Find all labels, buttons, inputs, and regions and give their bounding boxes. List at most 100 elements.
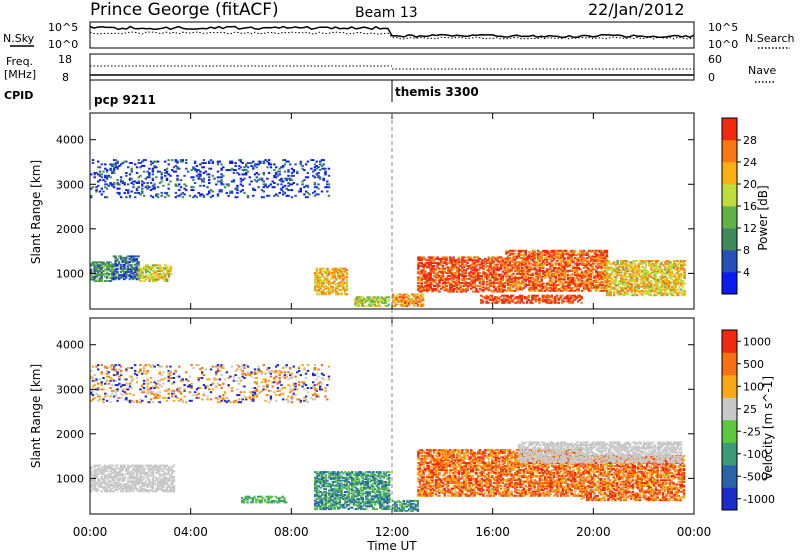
heatmap-cell: [605, 267, 609, 270]
heatmap-cell: [577, 289, 580, 292]
heatmap-cell: [199, 170, 202, 173]
heatmap-cell: [480, 263, 483, 266]
heatmap-cell: [492, 289, 496, 292]
heatmap-cell: [149, 471, 153, 474]
heatmap-cell: [208, 179, 211, 182]
heatmap-cell: [139, 174, 142, 177]
heatmap-cell: [407, 294, 411, 297]
heatmap-cell: [326, 183, 329, 186]
heatmap-cell: [625, 292, 628, 295]
heatmap-cell: [683, 271, 686, 274]
heatmap-cell: [589, 249, 593, 252]
heatmap-cell: [526, 257, 529, 259]
heatmap-cell: [577, 272, 580, 275]
heatmap-cell: [270, 500, 274, 502]
heatmap-cell: [95, 172, 98, 174]
heatmap-cell: [625, 261, 628, 264]
heatmap-cell: [343, 291, 347, 294]
power-panel-region: [314, 267, 349, 296]
heatmap-cell: [641, 281, 644, 284]
heatmap-cell: [427, 276, 431, 279]
heatmap-cell: [109, 264, 112, 267]
heatmap-cell: [473, 273, 476, 276]
heatmap-cell: [354, 300, 357, 303]
heatmap-cell: [283, 159, 287, 162]
heatmap-cell: [322, 286, 326, 289]
heatmap-cell: [128, 490, 132, 493]
heatmap-cell: [641, 285, 644, 288]
heatmap-cell: [319, 280, 322, 283]
heatmap-cell: [241, 501, 244, 504]
heatmap-cell: [538, 300, 541, 303]
heatmap-cell: [644, 274, 648, 277]
heatmap-cell: [356, 303, 359, 306]
heatmap-cell: [338, 293, 341, 296]
heatmap-cell: [492, 276, 496, 279]
heatmap-cell: [571, 297, 575, 300]
heatmap-cell: [132, 275, 135, 278]
heatmap-cell: [596, 266, 600, 269]
heatmap-cell: [135, 473, 139, 476]
heatmap-cell: [441, 260, 445, 263]
heatmap-cell: [105, 271, 109, 274]
heatmap-cell: [515, 297, 518, 300]
heatmap-cell: [602, 264, 605, 267]
heatmap-cell: [593, 255, 596, 258]
heatmap-cell: [508, 288, 512, 291]
heatmap-cell: [373, 300, 376, 303]
heatmap-cell: [505, 258, 508, 261]
heatmap-cell: [171, 468, 174, 471]
heatmap-cell: [669, 282, 672, 285]
heatmap-cell: [648, 275, 651, 278]
heatmap-cell: [678, 291, 681, 294]
heatmap-cell: [556, 271, 559, 274]
heatmap-cell: [371, 299, 375, 302]
heatmap-cell: [257, 163, 260, 166]
heatmap-cell: [463, 277, 466, 280]
heatmap-cell: [529, 288, 533, 291]
heatmap-cell: [148, 470, 151, 473]
heatmap-cell: [125, 487, 128, 490]
heatmap-cell: [642, 274, 646, 277]
heatmap-cell: [253, 495, 256, 498]
heatmap-cell: [150, 277, 153, 280]
heatmap-cell: [482, 282, 485, 285]
heatmap-cell: [438, 259, 441, 262]
heatmap-cell: [602, 252, 605, 255]
heatmap-cell: [491, 256, 494, 259]
heatmap-cell: [273, 163, 276, 166]
heatmap-cell: [616, 261, 619, 264]
heatmap-cell: [125, 488, 128, 491]
heatmap-cell: [581, 271, 584, 274]
heatmap-cell: [130, 258, 133, 261]
heatmap-cell: [125, 189, 128, 192]
heatmap-cell: [508, 262, 512, 265]
heatmap-cell: [501, 289, 505, 292]
heatmap-cell: [236, 196, 239, 199]
heatmap-cell: [552, 249, 556, 252]
heatmap-cell: [470, 256, 473, 259]
heatmap-cell: [111, 490, 114, 493]
heatmap-cell: [445, 282, 448, 285]
heatmap-cell: [100, 193, 103, 196]
heatmap-cell: [581, 276, 584, 279]
heatmap-cell: [112, 255, 116, 258]
heatmap-cell: [549, 274, 552, 277]
heatmap-cell: [598, 265, 601, 268]
heatmap-cell: [105, 261, 109, 264]
heatmap-cell: [564, 296, 567, 299]
heatmap-cell: [500, 280, 503, 283]
heatmap-cell: [634, 280, 637, 282]
heatmap-cell: [588, 274, 591, 277]
heatmap-cell: [236, 186, 239, 189]
heatmap-cell: [105, 280, 109, 282]
heatmap-cell: [623, 294, 626, 297]
heatmap-cell: [275, 173, 278, 176]
heatmap-cell: [98, 280, 102, 282]
heatmap-cell: [665, 284, 669, 287]
heatmap-cell: [570, 258, 573, 261]
heatmap-cell: [577, 284, 580, 287]
heatmap-cell: [116, 183, 119, 186]
heatmap-cell: [148, 483, 151, 486]
heatmap-cell: [107, 264, 110, 267]
